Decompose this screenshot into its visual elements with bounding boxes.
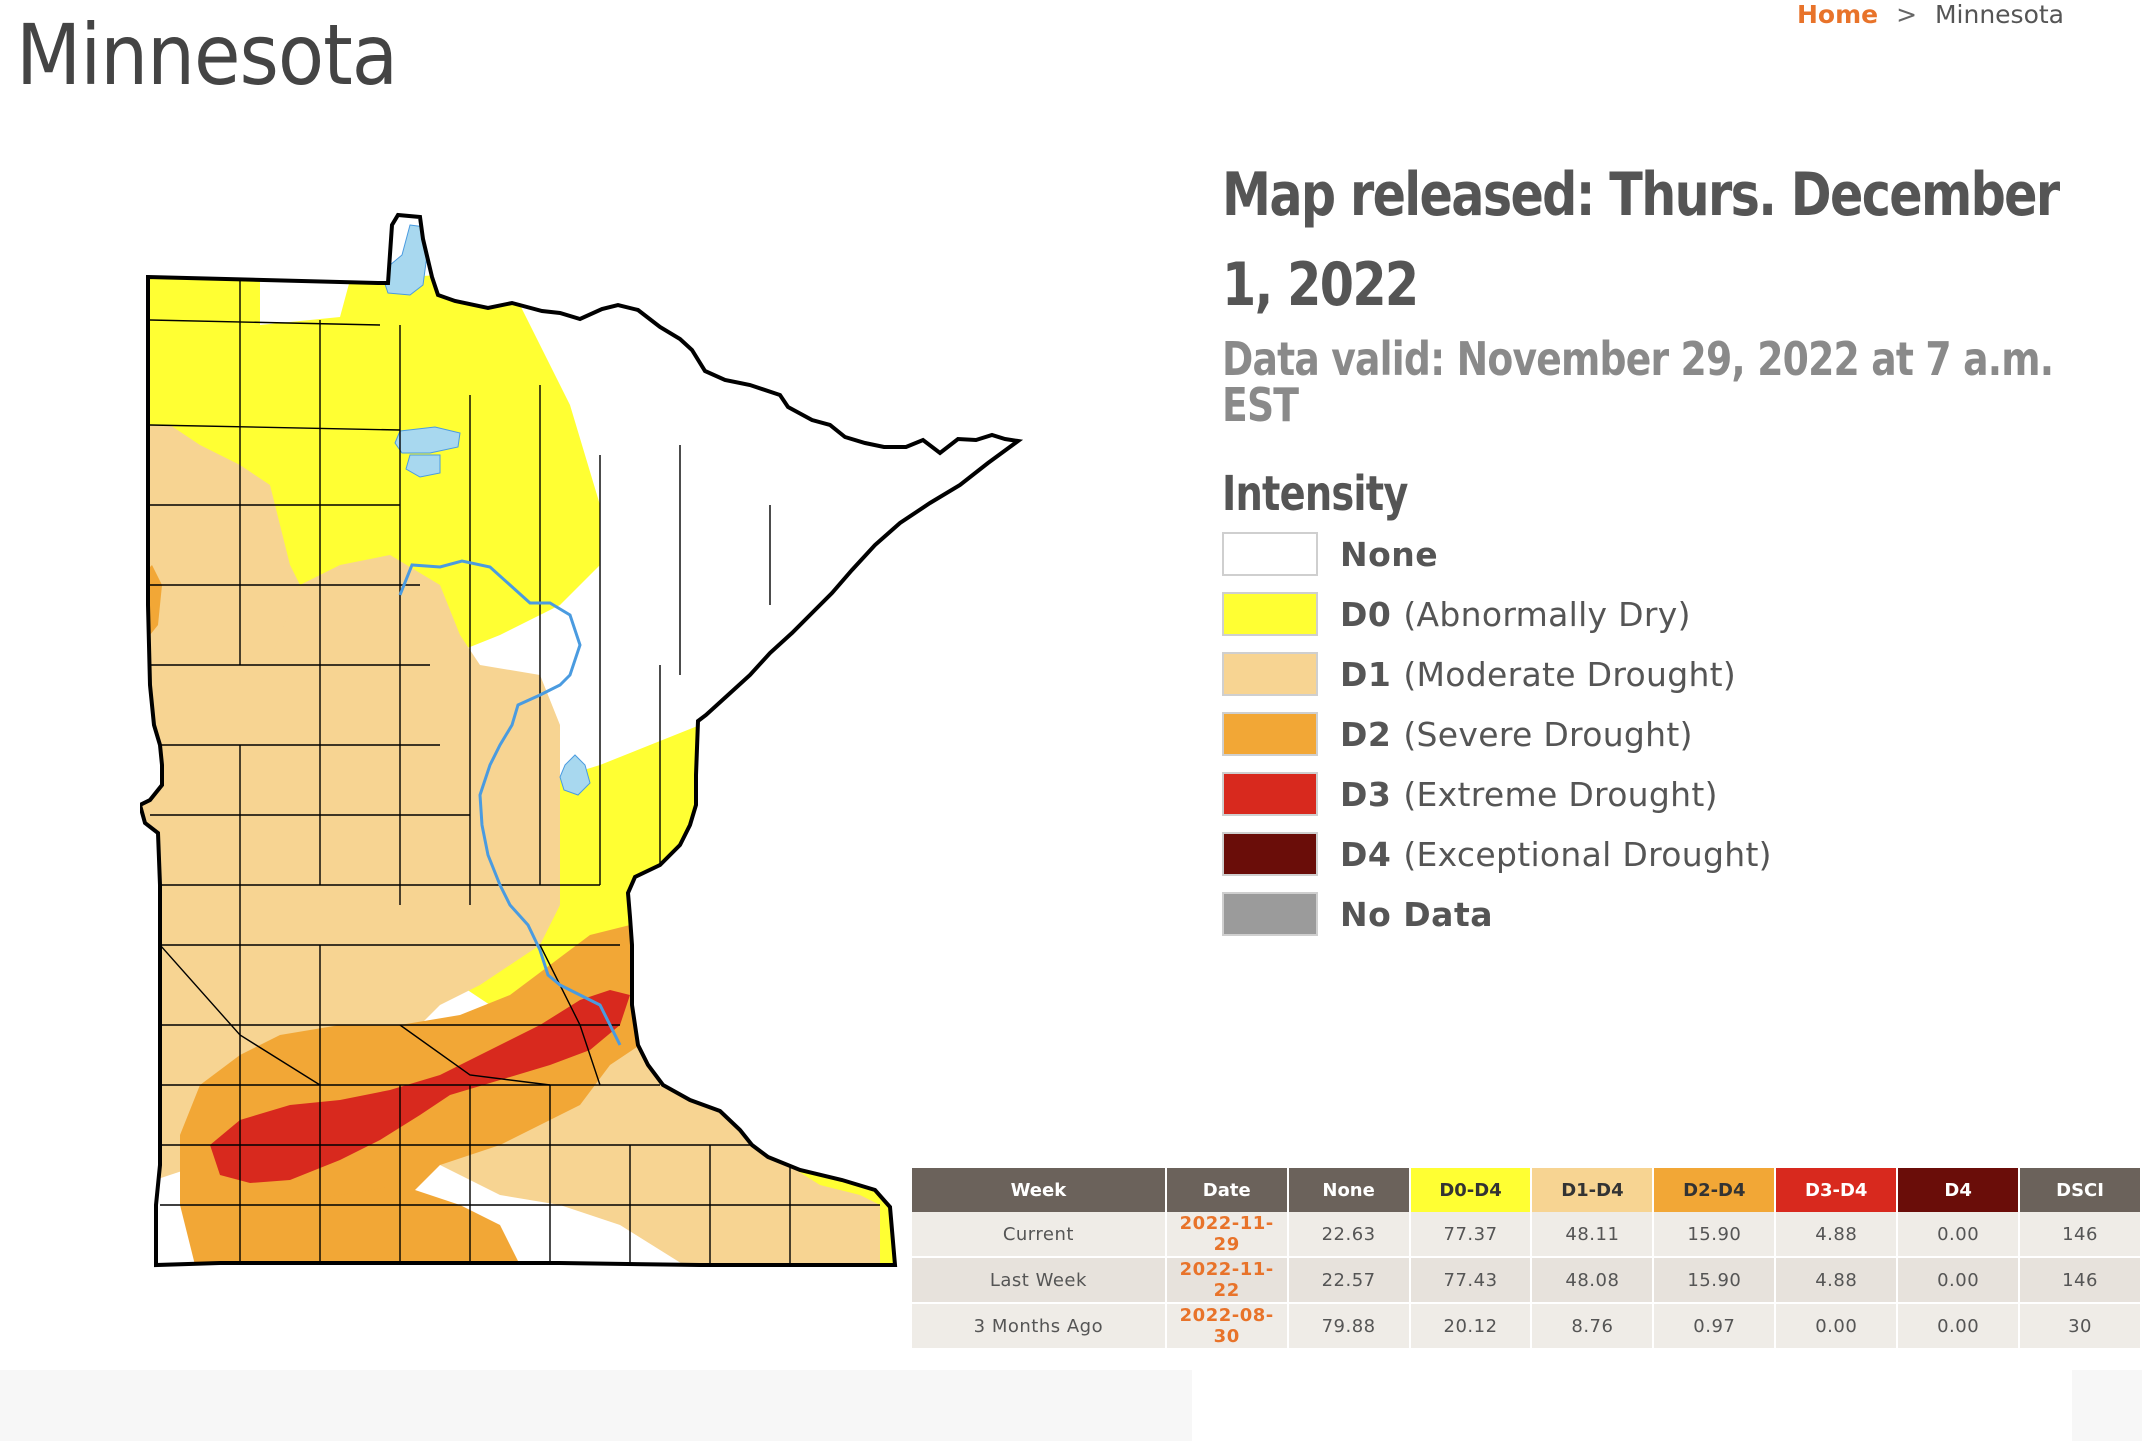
table-row: Current 2022-11-29 22.63 77.37 48.11 15.… — [912, 1212, 2142, 1258]
table-row: Last Week 2022-11-22 22.57 77.43 48.08 1… — [912, 1257, 2142, 1304]
legend-code: D2 — [1340, 714, 1392, 754]
legend-swatch — [1222, 592, 1318, 636]
cell-date-link[interactable]: 2022-11-29 — [1165, 1212, 1289, 1258]
legend-item-no-data: No Data — [1222, 884, 2082, 944]
header-d0-d4: D0-D4 — [1409, 1168, 1533, 1212]
legend-swatch — [1222, 532, 1318, 576]
cell-d3-d4: 4.88 — [1775, 1257, 1899, 1304]
cell-d0-d4: 20.12 — [1409, 1303, 1533, 1350]
drought-map — [140, 205, 1080, 1275]
legend-swatch — [1222, 832, 1318, 876]
table-header-row: Week Date None D0-D4 D1-D4 D2-D4 D3-D4 D… — [912, 1168, 2142, 1212]
cell-none: 79.88 — [1287, 1303, 1411, 1350]
cell-d3-d4: 0.00 — [1775, 1303, 1899, 1350]
intensity-legend: None D0 (Abnormally Dry) D1 (Moderate Dr… — [1222, 524, 2082, 944]
map-info: Map released: Thurs. December 1, 2022 Da… — [1222, 150, 2082, 944]
table-row: 3 Months Ago 2022-08-30 79.88 20.12 8.76… — [912, 1303, 2142, 1350]
cell-d2-d4: 0.97 — [1653, 1303, 1777, 1350]
header-date: Date — [1165, 1168, 1289, 1212]
cell-date-link[interactable]: 2022-08-30 — [1165, 1303, 1289, 1350]
cell-date-link[interactable]: 2022-11-22 — [1165, 1257, 1289, 1304]
legend-item-d3: D3 (Extreme Drought) — [1222, 764, 2082, 824]
legend-desc: (Exceptional Drought) — [1403, 834, 1772, 874]
cell-d1-d4: 48.08 — [1531, 1257, 1655, 1304]
cell-d0-d4: 77.43 — [1409, 1257, 1533, 1304]
cell-dsci: 146 — [2019, 1257, 2142, 1304]
cell-d1-d4: 48.11 — [1531, 1212, 1655, 1258]
legend-code: None — [1340, 534, 1439, 574]
cell-d3-d4: 4.88 — [1775, 1212, 1899, 1258]
legend-desc: (Extreme Drought) — [1403, 774, 1718, 814]
legend-code: D0 — [1340, 594, 1392, 634]
minnesota-drought-map — [140, 213, 1020, 1267]
cell-dsci: 30 — [2019, 1303, 2142, 1350]
cell-d4: 0.00 — [1897, 1303, 2021, 1350]
map-released: Map released: Thurs. December 1, 2022 — [1222, 160, 2060, 320]
legend-item-d0: D0 (Abnormally Dry) — [1222, 584, 2082, 644]
breadcrumb: Home > Minnesota — [1797, 0, 2064, 30]
legend-desc: (Abnormally Dry) — [1403, 594, 1691, 634]
legend-title: Intensity — [1222, 466, 1408, 522]
cell-d2-d4: 15.90 — [1653, 1257, 1777, 1304]
statistics-table: Week Date None D0-D4 D1-D4 D2-D4 D3-D4 D… — [912, 1168, 2142, 1350]
header-none: None — [1287, 1168, 1411, 1212]
legend-item-d4: D4 (Exceptional Drought) — [1222, 824, 2082, 884]
header-d2-d4: D2-D4 — [1653, 1168, 1777, 1212]
cell-d4: 0.00 — [1897, 1257, 2021, 1304]
header-d1-d4: D1-D4 — [1531, 1168, 1655, 1212]
legend-swatch — [1222, 772, 1318, 816]
header-dsci: DSCI — [2019, 1168, 2142, 1212]
breadcrumb-separator: > — [1896, 0, 1918, 29]
cell-week: 3 Months Ago — [912, 1303, 1167, 1350]
legend-code: No Data — [1340, 894, 1493, 934]
cell-d1-d4: 8.76 — [1531, 1303, 1655, 1350]
legend-item-d1: D1 (Moderate Drought) — [1222, 644, 2082, 704]
cell-d4: 0.00 — [1897, 1212, 2021, 1258]
cell-d0-d4: 77.37 — [1409, 1212, 1533, 1258]
header-d3-d4: D3-D4 — [1775, 1168, 1899, 1212]
cell-none: 22.57 — [1287, 1257, 1411, 1304]
breadcrumb-home-link[interactable]: Home — [1797, 0, 1879, 29]
legend-code: D1 — [1340, 654, 1392, 694]
header-week: Week — [912, 1168, 1167, 1212]
legend-swatch — [1222, 892, 1318, 936]
legend-desc: (Moderate Drought) — [1403, 654, 1737, 694]
data-valid: Data valid: November 29, 2022 at 7 a.m. … — [1222, 332, 2054, 432]
legend-code: D4 — [1340, 834, 1392, 874]
page-footer-panel — [1192, 1370, 2072, 1441]
cell-d2-d4: 15.90 — [1653, 1212, 1777, 1258]
cell-week: Current — [912, 1212, 1167, 1258]
legend-desc: (Severe Drought) — [1403, 714, 1693, 754]
legend-swatch — [1222, 712, 1318, 756]
header-d4: D4 — [1897, 1168, 2021, 1212]
legend-swatch — [1222, 652, 1318, 696]
page-title: Minnesota — [16, 6, 398, 104]
breadcrumb-current: Minnesota — [1934, 0, 2064, 29]
cell-dsci: 146 — [2019, 1212, 2142, 1258]
legend-item-none: None — [1222, 524, 2082, 584]
cell-none: 22.63 — [1287, 1212, 1411, 1258]
legend-item-d2: D2 (Severe Drought) — [1222, 704, 2082, 764]
cell-week: Last Week — [912, 1257, 1167, 1304]
legend-code: D3 — [1340, 774, 1392, 814]
